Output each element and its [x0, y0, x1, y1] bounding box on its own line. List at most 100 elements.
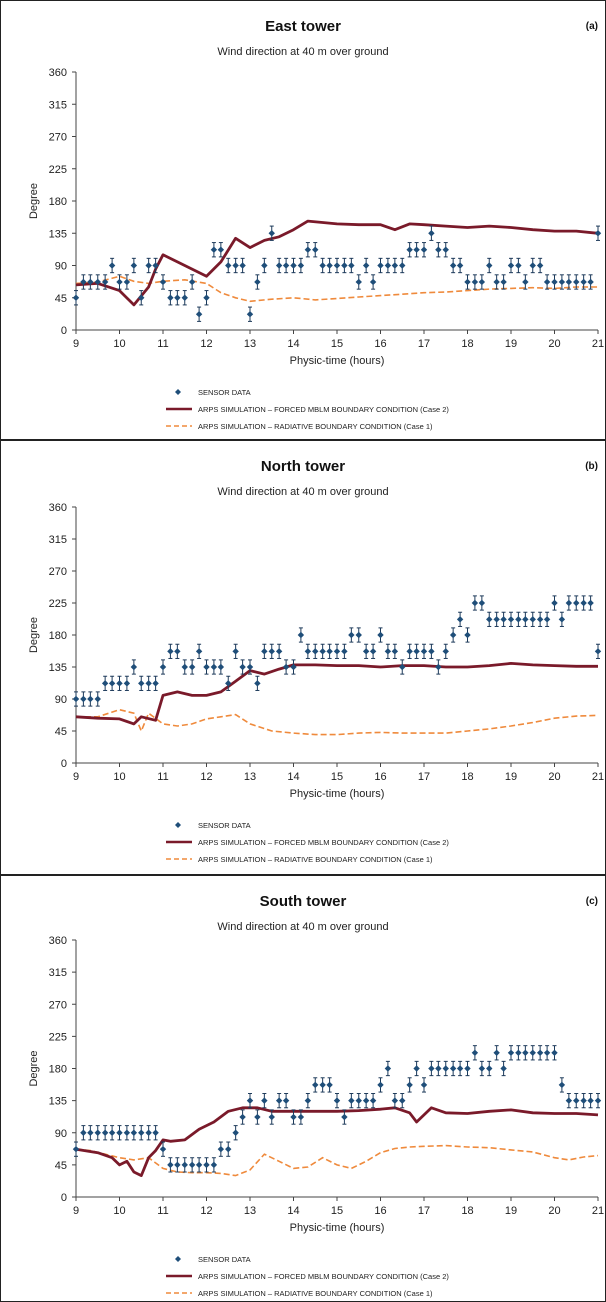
y-tick-label: 0 — [61, 1192, 67, 1204]
sensor-data-point — [464, 1065, 471, 1072]
panel-label: (c) — [586, 896, 598, 907]
chart-panel: South tower (c) Wind direction at 40 m ove… — [0, 875, 606, 1302]
x-tick-label: 12 — [200, 1205, 212, 1217]
sensor-data-point — [195, 648, 203, 655]
sensor-data-point — [515, 262, 522, 269]
x-tick-label: 18 — [461, 338, 473, 350]
sensor-data-point — [145, 262, 152, 269]
sensor-data-point — [558, 616, 566, 623]
x-tick-label: 13 — [244, 1205, 256, 1217]
series-line-radiative — [75, 275, 598, 303]
sensor-data-point — [225, 262, 232, 269]
sensor-data-point — [174, 294, 181, 301]
sensor-data-point — [101, 278, 109, 286]
sensor-data-point — [130, 1129, 138, 1136]
sensor-data-point — [507, 1049, 515, 1056]
sensor-data-point — [333, 1097, 341, 1104]
sensor-data-point — [464, 631, 471, 639]
legend-label: SENSOR DATA — [198, 1255, 251, 1264]
sensor-data-point — [362, 1097, 370, 1104]
x-tick-label: 19 — [505, 1205, 517, 1217]
sensor-data-point — [195, 311, 203, 318]
sensor-data-point — [319, 1081, 326, 1089]
chart-title: East tower — [265, 18, 341, 35]
sensor-data-point — [94, 1129, 101, 1136]
sensor-data-point — [319, 262, 326, 269]
sensor-data-point — [377, 631, 384, 639]
sensor-data-point — [239, 1113, 246, 1121]
x-tick-label: 9 — [73, 771, 79, 783]
x-tick-label: 9 — [73, 1205, 79, 1217]
x-tick-label: 21 — [592, 771, 604, 783]
sensor-data-point — [493, 616, 500, 623]
y-axis-label: Degree — [28, 183, 40, 219]
sensor-data-point — [420, 1081, 428, 1089]
sensor-data-point — [123, 1129, 131, 1136]
series-line-forced — [75, 1106, 599, 1177]
sensor-data-point — [580, 599, 587, 607]
x-tick-label: 20 — [548, 771, 560, 783]
sensor-data-point — [101, 1129, 109, 1136]
sensor-data-point — [478, 1065, 486, 1072]
sensor-data-point — [384, 1065, 392, 1072]
sensor-data-point — [80, 1129, 87, 1136]
sensor-data-point — [225, 1145, 232, 1153]
sensor-data-point — [478, 278, 486, 286]
sensor-data-point — [130, 663, 138, 671]
sensor-data-point — [565, 278, 573, 286]
sensor-data-point — [297, 631, 305, 639]
legend: SENSOR DATA ARPS SIMULATION – FORCED MBLM… — [166, 388, 449, 431]
sensor-data-point — [399, 262, 406, 269]
sensor-data-point — [275, 1097, 283, 1104]
sensor-data-point — [420, 648, 428, 655]
y-tick-label: 360 — [49, 935, 67, 947]
sensor-data-point — [275, 262, 283, 269]
y-tick-label: 360 — [49, 502, 67, 514]
sensor-data-point — [333, 262, 341, 269]
x-tick-label: 21 — [592, 338, 604, 350]
sensor-data-point — [587, 599, 594, 607]
y-tick-label: 270 — [49, 566, 67, 578]
sensor-data-point — [268, 230, 275, 237]
sensor-data-point — [507, 262, 515, 269]
x-tick-label: 20 — [548, 1205, 560, 1217]
sensor-data-point — [391, 262, 399, 269]
y-tick-label: 90 — [55, 694, 67, 706]
sensor-data-point — [297, 262, 305, 269]
sensor-data-point — [493, 1049, 500, 1056]
sensor-data-point — [94, 695, 101, 703]
legend-label: ARPS SIMULATION – FORCED MBLM BOUNDARY C… — [198, 1272, 449, 1281]
sensor-data-point — [72, 1145, 80, 1153]
sensor-data-point — [326, 648, 333, 655]
legend-label: ARPS SIMULATION – FORCED MBLM BOUNDARY C… — [198, 838, 449, 847]
sensor-data-point — [355, 631, 362, 639]
sensor-data-point — [246, 311, 254, 318]
sensor-data-point — [442, 648, 449, 655]
sensor-data-point — [435, 1065, 442, 1072]
sensor-data-point — [471, 599, 479, 607]
chart-panel: East tower (a) Wind direction at 40 m over… — [0, 0, 606, 440]
sensor-data-point — [536, 1049, 544, 1056]
sensor-data-point — [355, 1097, 362, 1104]
sensor-data-point — [529, 616, 536, 623]
sensor-data-point — [355, 278, 362, 286]
y-tick-label: 180 — [49, 196, 67, 208]
chart-subtitle: Wind direction at 40 m over ground — [217, 921, 388, 933]
sensor-data-point — [174, 648, 181, 655]
legend-marker-sensor — [175, 822, 181, 828]
y-tick-label: 180 — [49, 1064, 67, 1076]
legend: SENSOR DATA ARPS SIMULATION – FORCED MBLM… — [166, 1255, 449, 1298]
sensor-data-point — [522, 616, 529, 623]
sensor-data-point — [239, 262, 246, 269]
sensor-data-point — [551, 278, 558, 286]
x-tick-label: 16 — [374, 338, 386, 350]
sensor-data-point — [225, 680, 232, 687]
x-tick-label: 18 — [461, 771, 473, 783]
sensor-data-point — [413, 648, 420, 655]
x-tick-label: 17 — [418, 338, 430, 350]
sensor-data-point — [232, 262, 239, 269]
sensor-data-point — [406, 1081, 413, 1089]
x-axis-label: Physic-time (hours) — [290, 788, 385, 800]
x-tick-label: 21 — [592, 1205, 604, 1217]
x-tick-label: 16 — [374, 1205, 386, 1217]
